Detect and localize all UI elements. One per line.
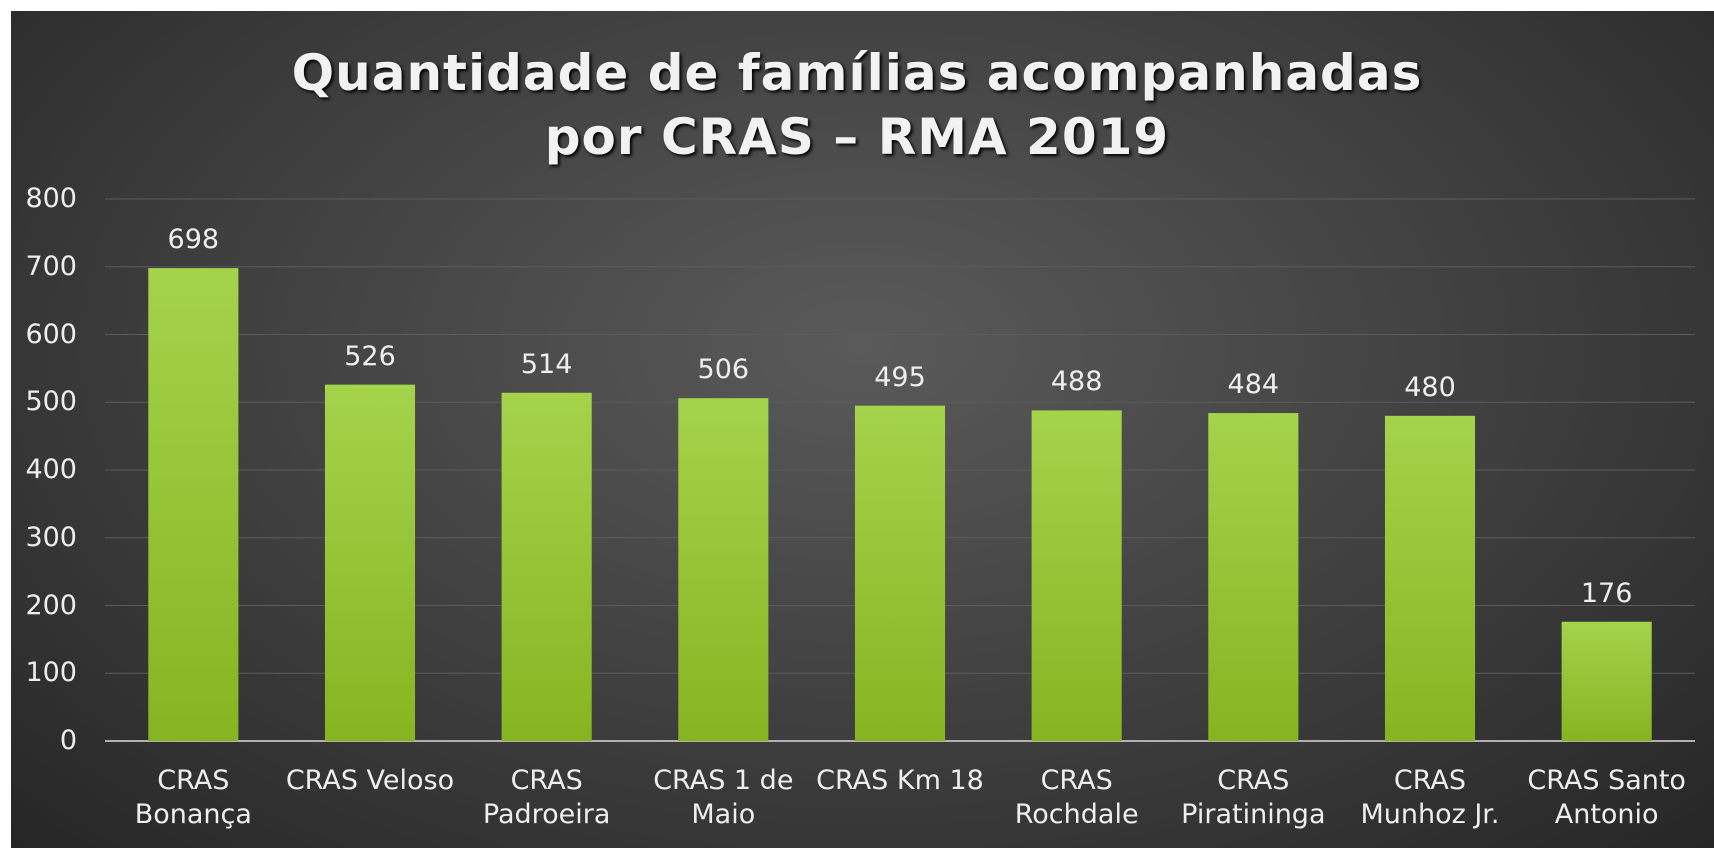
data-label: 506 (697, 354, 750, 386)
bar (678, 398, 769, 741)
data-label: 698 (167, 224, 220, 256)
bar (324, 384, 416, 741)
bar (1561, 621, 1652, 741)
chart-title: Quantidade de famílias acompanhadas por … (291, 44, 1423, 166)
chart: Quantidade de famílias acompanhadas por … (11, 11, 1714, 848)
x-tick-label: CRAS Veloso (285, 765, 455, 796)
bar (1384, 415, 1476, 741)
y-tick-label: 0 (59, 725, 77, 756)
x-tick-label: CRAS Km 18 (816, 765, 984, 796)
bar (854, 405, 946, 741)
x-tick-label: CRAS 1 de Maio (653, 765, 794, 830)
bar (1031, 410, 1122, 741)
data-label: 480 (1404, 371, 1456, 403)
x-tick-label: CRAS Bonança (134, 765, 252, 830)
x-tick-label: CRAS Padroeira (482, 765, 611, 830)
bar (501, 392, 592, 741)
x-tick-label: CRAS Munhoz Jr. (1360, 765, 1500, 830)
plot (105, 198, 1695, 742)
x-tick-label: CRAS Rochdale (1014, 765, 1139, 830)
x-tick-label: CRAS Piratininga (1181, 765, 1326, 830)
y-tick-label: 600 (25, 318, 77, 350)
data-label: 488 (1050, 366, 1103, 398)
bar (148, 268, 239, 741)
y-tick-label: 400 (25, 454, 77, 485)
y-tick-label: 700 (25, 250, 77, 282)
y-tick-label: 300 (25, 521, 77, 553)
y-tick-label: 200 (25, 589, 77, 621)
data-label: 495 (874, 361, 926, 393)
y-tick-label: 800 (25, 183, 77, 214)
data-label: 526 (344, 340, 396, 372)
x-tick-label: CRAS Santo Antonio (1527, 765, 1686, 830)
data-label: 176 (1580, 577, 1633, 609)
bar (1208, 413, 1299, 741)
y-tick-label: 100 (25, 657, 77, 689)
data-label: 484 (1227, 369, 1280, 401)
y-tick-label: 500 (25, 386, 77, 418)
data-label: 514 (520, 348, 573, 380)
